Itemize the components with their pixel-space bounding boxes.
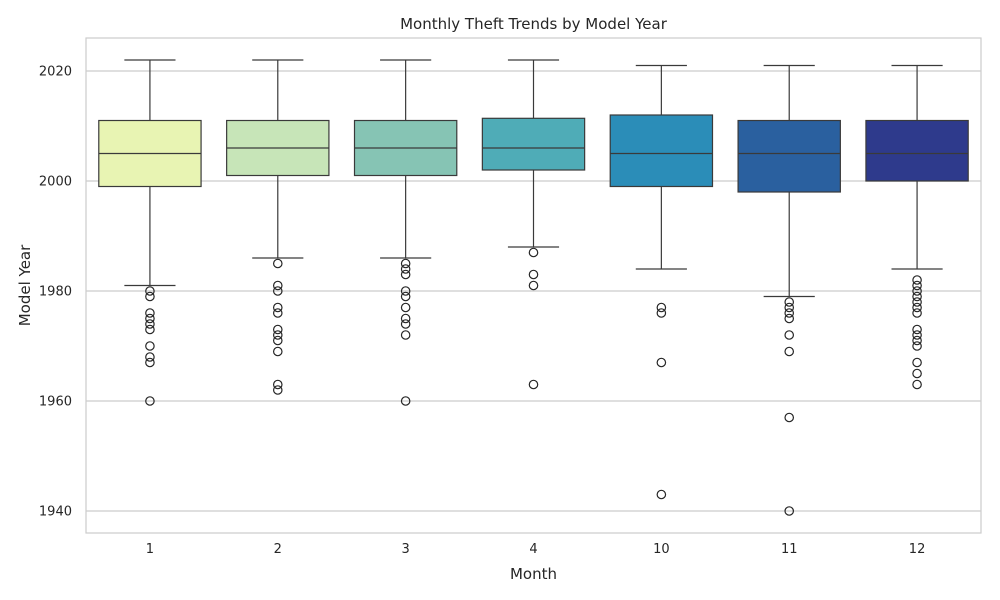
outlier-point (912, 286, 922, 296)
y-axis-title: Model Year (16, 244, 34, 326)
y-tick-label: 2020 (39, 65, 72, 80)
y-tick-labels: 1940 1960 1980 2000 2020 (39, 65, 72, 520)
outlier-point (912, 291, 922, 302)
outlier-point (528, 269, 539, 280)
box-group (609, 64, 714, 500)
x-tick-label: 11 (781, 542, 798, 557)
outlier-point (784, 346, 795, 357)
outlier-point (784, 412, 795, 423)
box-iqr (481, 117, 586, 171)
outlier-point (272, 258, 283, 269)
outlier-point (912, 297, 922, 307)
outlier-point (400, 291, 411, 302)
outlier-point (400, 258, 411, 269)
x-tick-label: 12 (909, 542, 926, 557)
box-group (737, 64, 841, 516)
outlier-point (656, 302, 667, 313)
outlier-point (528, 280, 539, 291)
outlier-point (912, 330, 922, 340)
outlier-point (912, 335, 922, 346)
outlier-point (272, 286, 283, 296)
outlier-point (145, 313, 155, 324)
outlier-point (656, 489, 667, 500)
outlier-point (784, 308, 795, 318)
outlier-point (272, 330, 283, 340)
outlier-point (145, 324, 155, 335)
outlier-point (145, 319, 155, 329)
outlier-point (656, 308, 667, 318)
chart-title: Monthly Theft Trends by Model Year (400, 15, 668, 33)
outlier-point (272, 324, 283, 335)
outlier-point (400, 264, 411, 274)
y-tick-label: 1960 (39, 395, 72, 410)
outlier-point (272, 335, 283, 346)
box-iqr (609, 114, 714, 188)
outlier-point (528, 247, 539, 258)
outlier-point (912, 368, 922, 379)
outlier-point (784, 302, 795, 313)
outlier-point (272, 302, 283, 313)
outlier-point (145, 357, 155, 368)
outlier-point (784, 330, 795, 340)
outlier-point (272, 308, 283, 318)
box-layer (98, 59, 969, 516)
outlier-point (912, 357, 922, 368)
box-iqr (737, 119, 841, 193)
outlier-point (912, 275, 922, 285)
box-group (353, 59, 458, 406)
box-group (481, 59, 586, 390)
y-tick-label: 1980 (39, 285, 72, 300)
outlier-point (272, 346, 283, 357)
outlier-point (912, 379, 922, 390)
outlier-point (912, 280, 922, 291)
x-tick-labels: 1 2 3 4 10 11 12 (146, 542, 926, 557)
outlier-point (272, 280, 283, 291)
outlier-point (145, 291, 155, 302)
outlier-point (912, 302, 922, 313)
outlier-point (400, 330, 411, 340)
outlier-point (912, 308, 922, 318)
x-axis-title: Month (510, 565, 557, 583)
outlier-point (145, 396, 155, 406)
x-tick-label: 1 (146, 542, 154, 557)
box-group (226, 59, 330, 395)
outlier-point (400, 302, 411, 313)
outlier-point (400, 269, 411, 280)
outlier-point (145, 308, 155, 318)
outlier-point (912, 324, 922, 335)
outlier-point (145, 341, 155, 351)
outlier-point (784, 313, 795, 324)
box-group (98, 59, 202, 406)
outlier-point (912, 341, 922, 351)
x-tick-label: 10 (653, 542, 670, 557)
outlier-point (784, 506, 795, 516)
outlier-point (145, 286, 155, 296)
outlier-point (528, 379, 539, 390)
x-tick-label: 3 (402, 542, 410, 557)
outlier-point (145, 352, 155, 362)
x-tick-label: 2 (274, 542, 282, 557)
outlier-point (272, 385, 283, 395)
y-tick-label: 2000 (39, 175, 72, 190)
outlier-point (400, 313, 411, 324)
box-iqr (865, 119, 969, 182)
outlier-point (784, 297, 795, 307)
outlier-point (656, 357, 667, 368)
box-group (865, 64, 969, 390)
outlier-point (400, 319, 411, 329)
outlier-point (400, 286, 411, 296)
outlier-point (272, 379, 283, 390)
y-tick-label: 1940 (39, 505, 72, 520)
x-tick-label: 4 (529, 542, 537, 557)
outlier-point (400, 396, 411, 406)
